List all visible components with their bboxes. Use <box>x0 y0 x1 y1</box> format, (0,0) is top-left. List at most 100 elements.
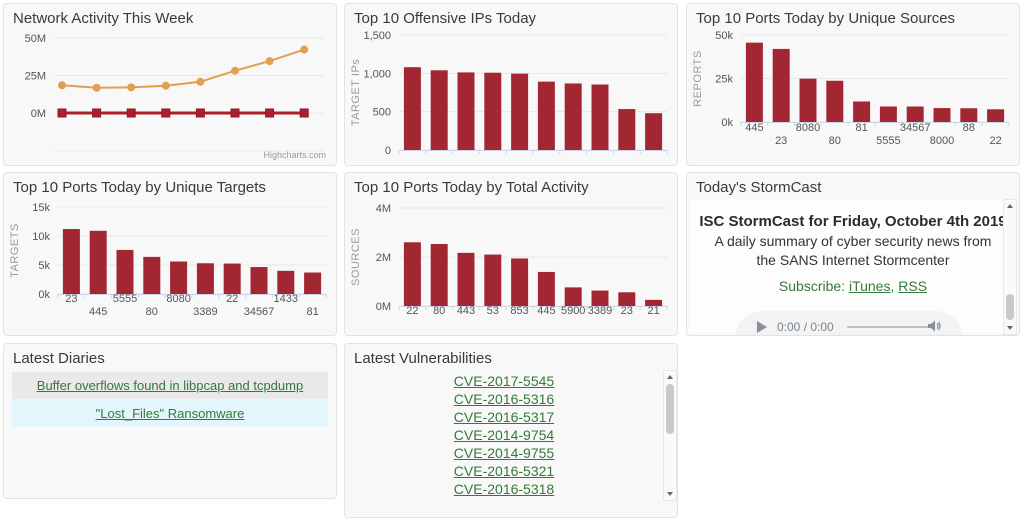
scrollbar-thumb[interactable] <box>1006 294 1014 320</box>
bar[interactable] <box>277 270 295 294</box>
y-axis-label: 25k <box>715 74 733 86</box>
bar[interactable] <box>403 242 421 306</box>
bar[interactable] <box>457 72 475 150</box>
x-axis-label: 853 <box>510 305 528 317</box>
y-axis-label: 1,000 <box>363 68 391 80</box>
data-point-marker[interactable] <box>126 108 136 118</box>
data-point-marker[interactable] <box>161 108 171 118</box>
bar[interactable] <box>223 263 241 294</box>
panel-stormcast: Today's StormCast ISC StormCast for Frid… <box>686 172 1020 336</box>
scrollbar-thumb[interactable] <box>666 384 674 434</box>
bar[interactable] <box>170 261 188 294</box>
bar[interactable] <box>196 263 214 294</box>
data-point-marker[interactable] <box>196 77 205 86</box>
bar[interactable] <box>618 292 636 306</box>
bar[interactable] <box>645 299 663 306</box>
data-point-marker[interactable] <box>265 108 275 118</box>
bar[interactable] <box>645 113 663 150</box>
scroll-up-button[interactable] <box>1004 200 1016 212</box>
bar[interactable] <box>430 244 448 306</box>
arrow-down-icon <box>667 492 673 496</box>
data-point-marker[interactable] <box>57 108 67 118</box>
highcharts-credit-link[interactable]: Highcharts.com <box>263 150 326 160</box>
bar[interactable] <box>116 249 134 294</box>
series-line <box>61 48 305 89</box>
scroll-up-button[interactable] <box>664 371 676 383</box>
bar[interactable] <box>960 108 978 122</box>
data-point-marker[interactable] <box>265 57 274 66</box>
data-point-marker[interactable] <box>230 108 240 118</box>
bar[interactable] <box>403 67 421 150</box>
bar[interactable] <box>511 73 529 150</box>
bar[interactable] <box>618 109 636 150</box>
diary-link[interactable]: Buffer overflows found in libpcap and tc… <box>36 378 304 393</box>
bar[interactable] <box>250 267 268 294</box>
cve-link[interactable]: CVE-2016-5317 <box>453 409 555 425</box>
bar[interactable] <box>906 106 924 122</box>
bar[interactable] <box>591 84 609 150</box>
x-axis-label: 80 <box>829 135 841 147</box>
bar[interactable] <box>564 83 582 150</box>
scroll-down-button[interactable] <box>1004 322 1016 334</box>
cve-link[interactable]: CVE-2016-5321 <box>453 463 555 479</box>
scroll-down-button[interactable] <box>664 488 676 500</box>
bar[interactable] <box>591 290 609 306</box>
rss-link[interactable]: RSS <box>898 278 928 294</box>
bar[interactable] <box>826 80 844 122</box>
data-point-marker[interactable] <box>161 81 170 90</box>
y-axis-label: 0M <box>376 301 391 313</box>
bar[interactable] <box>430 70 448 150</box>
panel-ports-total-activity: Top 10 Ports Today by Total Activity 0M 2… <box>344 172 678 336</box>
y-axis-label: 0k <box>38 289 50 301</box>
x-axis-label: 80 <box>433 305 445 317</box>
y-axis-label: 2M <box>376 252 391 264</box>
stormcast-subscribe-line: Subscribe: iTunes, RSS <box>689 278 1017 294</box>
itunes-link[interactable]: iTunes <box>848 278 891 294</box>
cve-link[interactable]: CVE-2017-5545 <box>453 373 555 389</box>
stormcast-scrollbar[interactable] <box>1003 199 1017 335</box>
diary-link[interactable]: "Lost_Files" Ransomware <box>95 405 245 421</box>
data-point-marker[interactable] <box>92 83 101 92</box>
data-point-marker[interactable] <box>195 108 205 118</box>
y-axis-label: 50M <box>25 33 46 45</box>
data-point-marker[interactable] <box>92 108 102 118</box>
network-activity-chart: 0M 25M 50M <box>25 33 324 152</box>
cve-link[interactable]: CVE-2014-9754 <box>453 427 555 443</box>
audio-player[interactable]: 0:00 / 0:00 <box>735 311 963 335</box>
bar[interactable] <box>62 229 80 294</box>
data-point-marker[interactable] <box>58 81 66 90</box>
play-icon[interactable] <box>757 321 767 333</box>
volume-icon[interactable] <box>927 319 943 333</box>
bar[interactable] <box>772 48 790 122</box>
cve-link[interactable]: CVE-2016-5316 <box>453 391 555 407</box>
data-point-marker[interactable] <box>300 45 309 54</box>
y-axis-label: 4M <box>376 203 391 215</box>
x-axis-label: 34567 <box>244 306 275 318</box>
bar[interactable] <box>457 252 475 306</box>
stormcast-heading: ISC StormCast for Friday, October 4th 20… <box>699 213 1007 230</box>
data-point-marker[interactable] <box>127 83 136 92</box>
bar[interactable] <box>304 272 322 294</box>
bar[interactable] <box>89 230 107 294</box>
bar[interactable] <box>537 81 555 150</box>
vulnerabilities-scrollbar[interactable] <box>663 370 677 501</box>
bar[interactable] <box>511 258 529 306</box>
cve-link[interactable]: CVE-2016-5318 <box>453 481 555 497</box>
data-point-marker[interactable] <box>231 66 239 75</box>
ports-unique-targets-chart: 0k5k10k15k234455555808080338922345671433… <box>9 202 327 318</box>
bar[interactable] <box>537 271 555 306</box>
bar[interactable] <box>799 78 817 122</box>
cve-link[interactable]: CVE-2014-9755 <box>453 445 555 461</box>
bar[interactable] <box>853 101 871 122</box>
y-axis-label: 10k <box>32 231 50 243</box>
bar[interactable] <box>484 254 502 306</box>
data-point-marker[interactable] <box>299 108 309 118</box>
bar[interactable] <box>564 287 582 306</box>
bar[interactable] <box>987 109 1005 122</box>
bar[interactable] <box>143 256 161 294</box>
audio-progress-bar[interactable] <box>847 326 933 328</box>
bar[interactable] <box>484 72 502 150</box>
bar[interactable] <box>745 42 763 122</box>
bar[interactable] <box>879 106 897 122</box>
bar[interactable] <box>933 108 951 122</box>
